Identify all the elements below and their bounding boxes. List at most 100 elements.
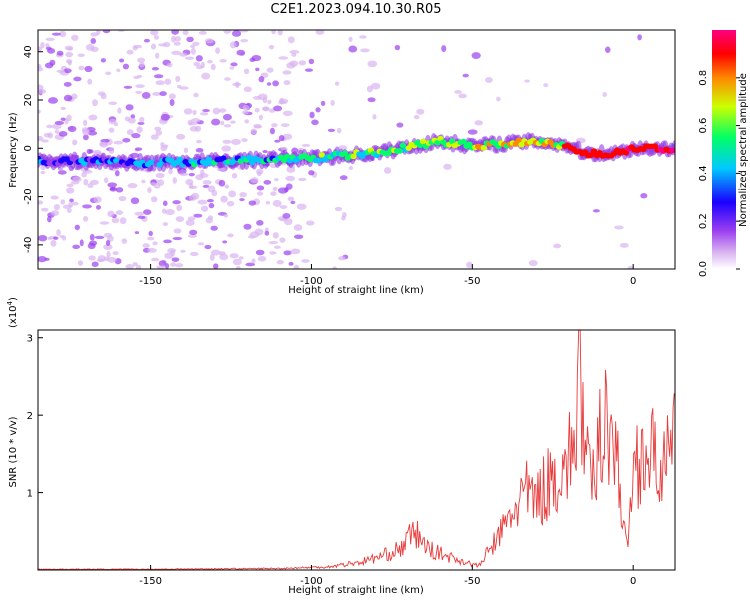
heat-speckle — [197, 242, 205, 246]
heat-speckle — [274, 139, 281, 143]
heat-speckle — [160, 113, 170, 121]
heat-speckle — [262, 150, 268, 154]
heat-speckle — [283, 80, 291, 86]
heat-speckle — [108, 101, 118, 105]
heat-speckle — [187, 234, 197, 238]
heat-speckle — [241, 138, 248, 143]
heat-speckle — [220, 120, 225, 126]
heat-speckle — [640, 192, 648, 199]
heat-speckle — [115, 210, 124, 215]
heat-speckle — [367, 97, 376, 103]
heat-speckle — [185, 178, 194, 186]
heat-speckle — [175, 75, 181, 83]
heat-speckle — [192, 41, 200, 46]
svg-text:(x104): (x104) — [6, 297, 19, 328]
heat-speckle — [223, 30, 232, 34]
ridge-cell — [315, 157, 323, 164]
heat-speckle — [277, 187, 288, 194]
heat-speckle — [165, 208, 175, 216]
heat-speckle — [230, 138, 241, 145]
heat-speckle — [111, 217, 120, 224]
heat-speckle — [496, 96, 501, 102]
heat-speckle — [200, 205, 209, 212]
heat-speckle — [232, 258, 242, 266]
heat-speckle — [50, 210, 60, 216]
heat-speckle — [267, 99, 272, 105]
heat-speckle — [103, 244, 113, 250]
heat-speckle — [229, 253, 239, 259]
heat-speckle — [72, 139, 78, 146]
heat-speckle — [105, 71, 112, 76]
heat-speckle — [119, 217, 127, 225]
heat-speckle — [63, 94, 73, 102]
snr-multiplier: (x104) — [6, 297, 19, 328]
heat-speckle — [204, 38, 214, 44]
heat-speckle — [394, 44, 401, 51]
heat-speckle — [337, 256, 346, 261]
heat-speckle — [67, 125, 77, 133]
heat-speckle — [249, 231, 260, 238]
heat-speckle — [441, 45, 447, 53]
heat-speckle — [134, 147, 143, 151]
heat-speckle — [614, 225, 624, 230]
heat-speckle — [308, 58, 315, 65]
heat-speckle — [289, 60, 299, 67]
heat-speckle — [182, 30, 189, 36]
heat-speckle — [158, 43, 167, 47]
heat-speckle — [141, 91, 151, 99]
heat-speckle — [135, 84, 145, 88]
heat-speckle — [190, 118, 201, 123]
colorbar-tick-label: 0.6 — [698, 118, 709, 134]
heat-speckle — [67, 60, 72, 66]
heat-speckle — [123, 85, 133, 89]
heat-speckle — [274, 245, 281, 249]
heat-speckle — [58, 131, 68, 137]
heat-speckle — [66, 187, 75, 194]
heat-speckle — [224, 77, 231, 81]
heat-speckle — [106, 256, 117, 263]
heat-speckle — [207, 185, 216, 193]
heat-speckle — [232, 82, 242, 87]
colorbar-label: Normalized spectral amplitude — [738, 73, 749, 227]
heat-speckle — [38, 136, 44, 142]
heat-speckle — [84, 65, 93, 73]
heat-speckle — [156, 265, 166, 269]
heat-speckle — [164, 78, 172, 85]
heat-speckle — [57, 170, 67, 175]
heat-speckle — [72, 201, 79, 206]
heat-speckle — [245, 262, 256, 267]
heat-speckle — [336, 127, 342, 134]
colorbar-gradient — [712, 30, 736, 269]
heat-speckle — [137, 121, 145, 126]
x-tick-label: -100 — [300, 276, 323, 287]
heat-speckle — [270, 191, 277, 196]
heat-speckle — [58, 167, 63, 172]
heat-speckle — [204, 244, 212, 250]
heat-speckle — [248, 200, 257, 206]
heat-speckle — [171, 50, 182, 55]
heat-speckle — [189, 229, 198, 236]
heat-speckle — [199, 173, 209, 178]
heat-speckle — [38, 255, 47, 263]
y-tick-label: 0 — [23, 145, 34, 151]
heat-speckle — [211, 118, 221, 126]
heat-speckle — [86, 148, 92, 155]
heat-speckle — [79, 239, 84, 247]
heat-speckle — [602, 92, 607, 97]
heat-speckle — [255, 67, 260, 72]
heat-speckle — [199, 112, 209, 116]
ridge-cell — [220, 155, 227, 162]
heat-speckle — [193, 213, 203, 218]
heat-speckle — [116, 68, 121, 72]
heat-speckle — [193, 92, 199, 98]
spectrogram-panel: -150 -100 -50 0 -40 -20 0 20 40 Height of strai… — [8, 29, 676, 296]
heat-speckle — [221, 145, 232, 152]
heat-speckle — [190, 47, 196, 55]
heat-speckle — [202, 184, 210, 188]
heat-speckle — [231, 172, 238, 179]
heat-speckle — [189, 125, 198, 132]
heat-speckle — [99, 221, 110, 225]
heat-speckle — [250, 128, 258, 135]
heat-speckle — [236, 266, 241, 269]
